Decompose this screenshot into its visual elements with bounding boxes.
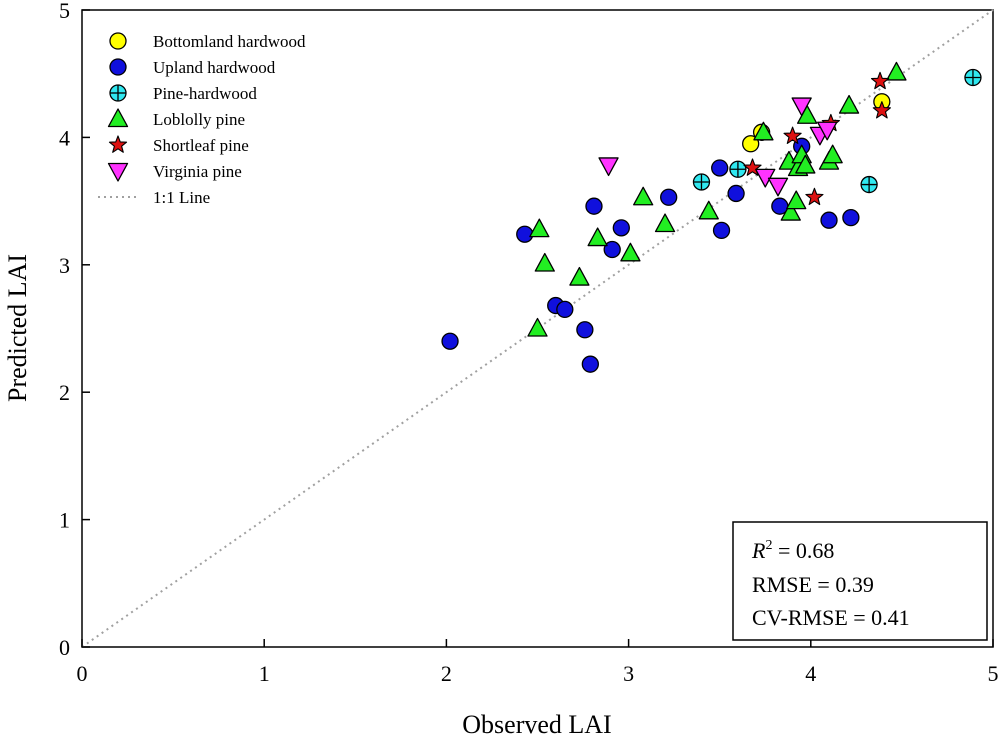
point-loblolly-pine [534,252,555,272]
point-upland-hardwood [712,221,731,240]
legend-label-shortleaf-pine: Shortleaf pine [153,136,249,155]
y-tick-label: 1 [59,508,70,533]
x-tick-label: 4 [805,661,816,686]
point-virginia-pine [767,177,789,197]
point-pine-hardwood [692,173,711,191]
x-axis: 0 1 2 3 4 5 [77,639,999,686]
point-loblolly-pine [633,186,654,206]
legend-label-pine-hardwood: Pine-hardwood [153,84,257,103]
legend: Bottomland hardwood Upland hardwood Pine-h… [98,32,306,207]
point-upland-hardwood [660,188,678,206]
y-axis: 0 1 2 3 4 5 [59,0,90,660]
point-loblolly-pine [822,144,843,164]
plot-frame [81,9,994,648]
legend-marker-virginia-pine [107,162,129,182]
x-axis-title: Observed LAI [462,710,611,739]
x-tick-label: 1 [259,661,270,686]
point-virginia-pine [598,157,619,177]
point-upland-hardwood [727,184,745,203]
point-loblolly-pine [569,266,590,286]
y-tick-label: 4 [59,125,70,150]
point-upland-hardwood [576,321,594,339]
stats-box: R2 = 0.68 RMSE = 0.39 CV-RMSE = 0.41 [732,521,988,641]
point-loblolly-pine [529,218,550,238]
legend-label-bottomland-hardwood: Bottomland hardwood [153,32,306,51]
legend-label-loblolly-pine: Loblolly pine [153,110,245,129]
point-loblolly-pine [587,227,608,247]
point-loblolly-pine [654,213,676,233]
point-upland-hardwood [711,159,729,177]
point-shortleaf-pine [743,158,762,176]
y-tick-label: 0 [59,635,70,660]
point-shortleaf-pine [805,187,824,206]
data-points [441,61,982,373]
y-tick-label: 2 [59,380,70,405]
point-loblolly-pine [786,190,807,210]
point-virginia-pine [817,121,838,141]
point-upland-hardwood [556,300,574,319]
point-upland-hardwood [581,355,599,373]
legend-marker-loblolly-pine [107,108,129,128]
point-upland-hardwood [516,225,534,243]
point-virginia-pine [791,97,812,117]
y-tick-label: 5 [59,0,70,23]
legend-marker-upland-hardwood [109,58,127,76]
point-upland-hardwood [612,219,630,237]
point-loblolly-pine [698,200,719,220]
x-tick-label: 3 [623,661,634,686]
x-tick-label: 0 [77,661,88,686]
legend-marker-pine-hardwood [109,84,127,102]
point-loblolly-pine [795,154,816,174]
legend-label-upland-hardwood: Upland hardwood [153,58,276,77]
stats-r2: R2 = 0.68 [751,538,834,563]
legend-label-virginia-pine: Virginia pine [153,162,242,181]
point-upland-hardwood [842,209,860,227]
point-shortleaf-pine [872,101,891,119]
point-loblolly-pine [527,317,548,337]
y-tick-label: 3 [59,253,70,278]
point-shortleaf-pine [783,126,802,144]
x-tick-label: 2 [441,661,452,686]
stats-box-frame [732,521,988,641]
legend-marker-bottomland-hardwood [109,32,127,50]
point-upland-hardwood [820,211,838,229]
point-loblolly-pine [753,121,774,141]
stats-rmse: RMSE = 0.39 [752,572,874,597]
point-loblolly-pine [838,94,860,114]
point-upland-hardwood [441,332,459,350]
point-loblolly-pine [620,242,641,262]
legend-marker-shortleaf-pine [108,135,128,153]
point-loblolly-pine [886,61,907,81]
legend-label-one-to-one-line: 1:1 Line [153,188,210,207]
point-shortleaf-pine [870,71,890,90]
x-tick-label: 5 [988,661,999,686]
y-axis-title: Predicted LAI [3,254,32,402]
point-upland-hardwood [585,197,603,215]
stats-cv-rmse: CV-RMSE = 0.41 [752,605,910,630]
point-pine-hardwood [729,160,747,178]
point-loblolly-pine [780,201,801,221]
point-pine-hardwood [964,68,982,87]
point-upland-hardwood [603,240,621,259]
point-pine-hardwood [860,175,878,194]
